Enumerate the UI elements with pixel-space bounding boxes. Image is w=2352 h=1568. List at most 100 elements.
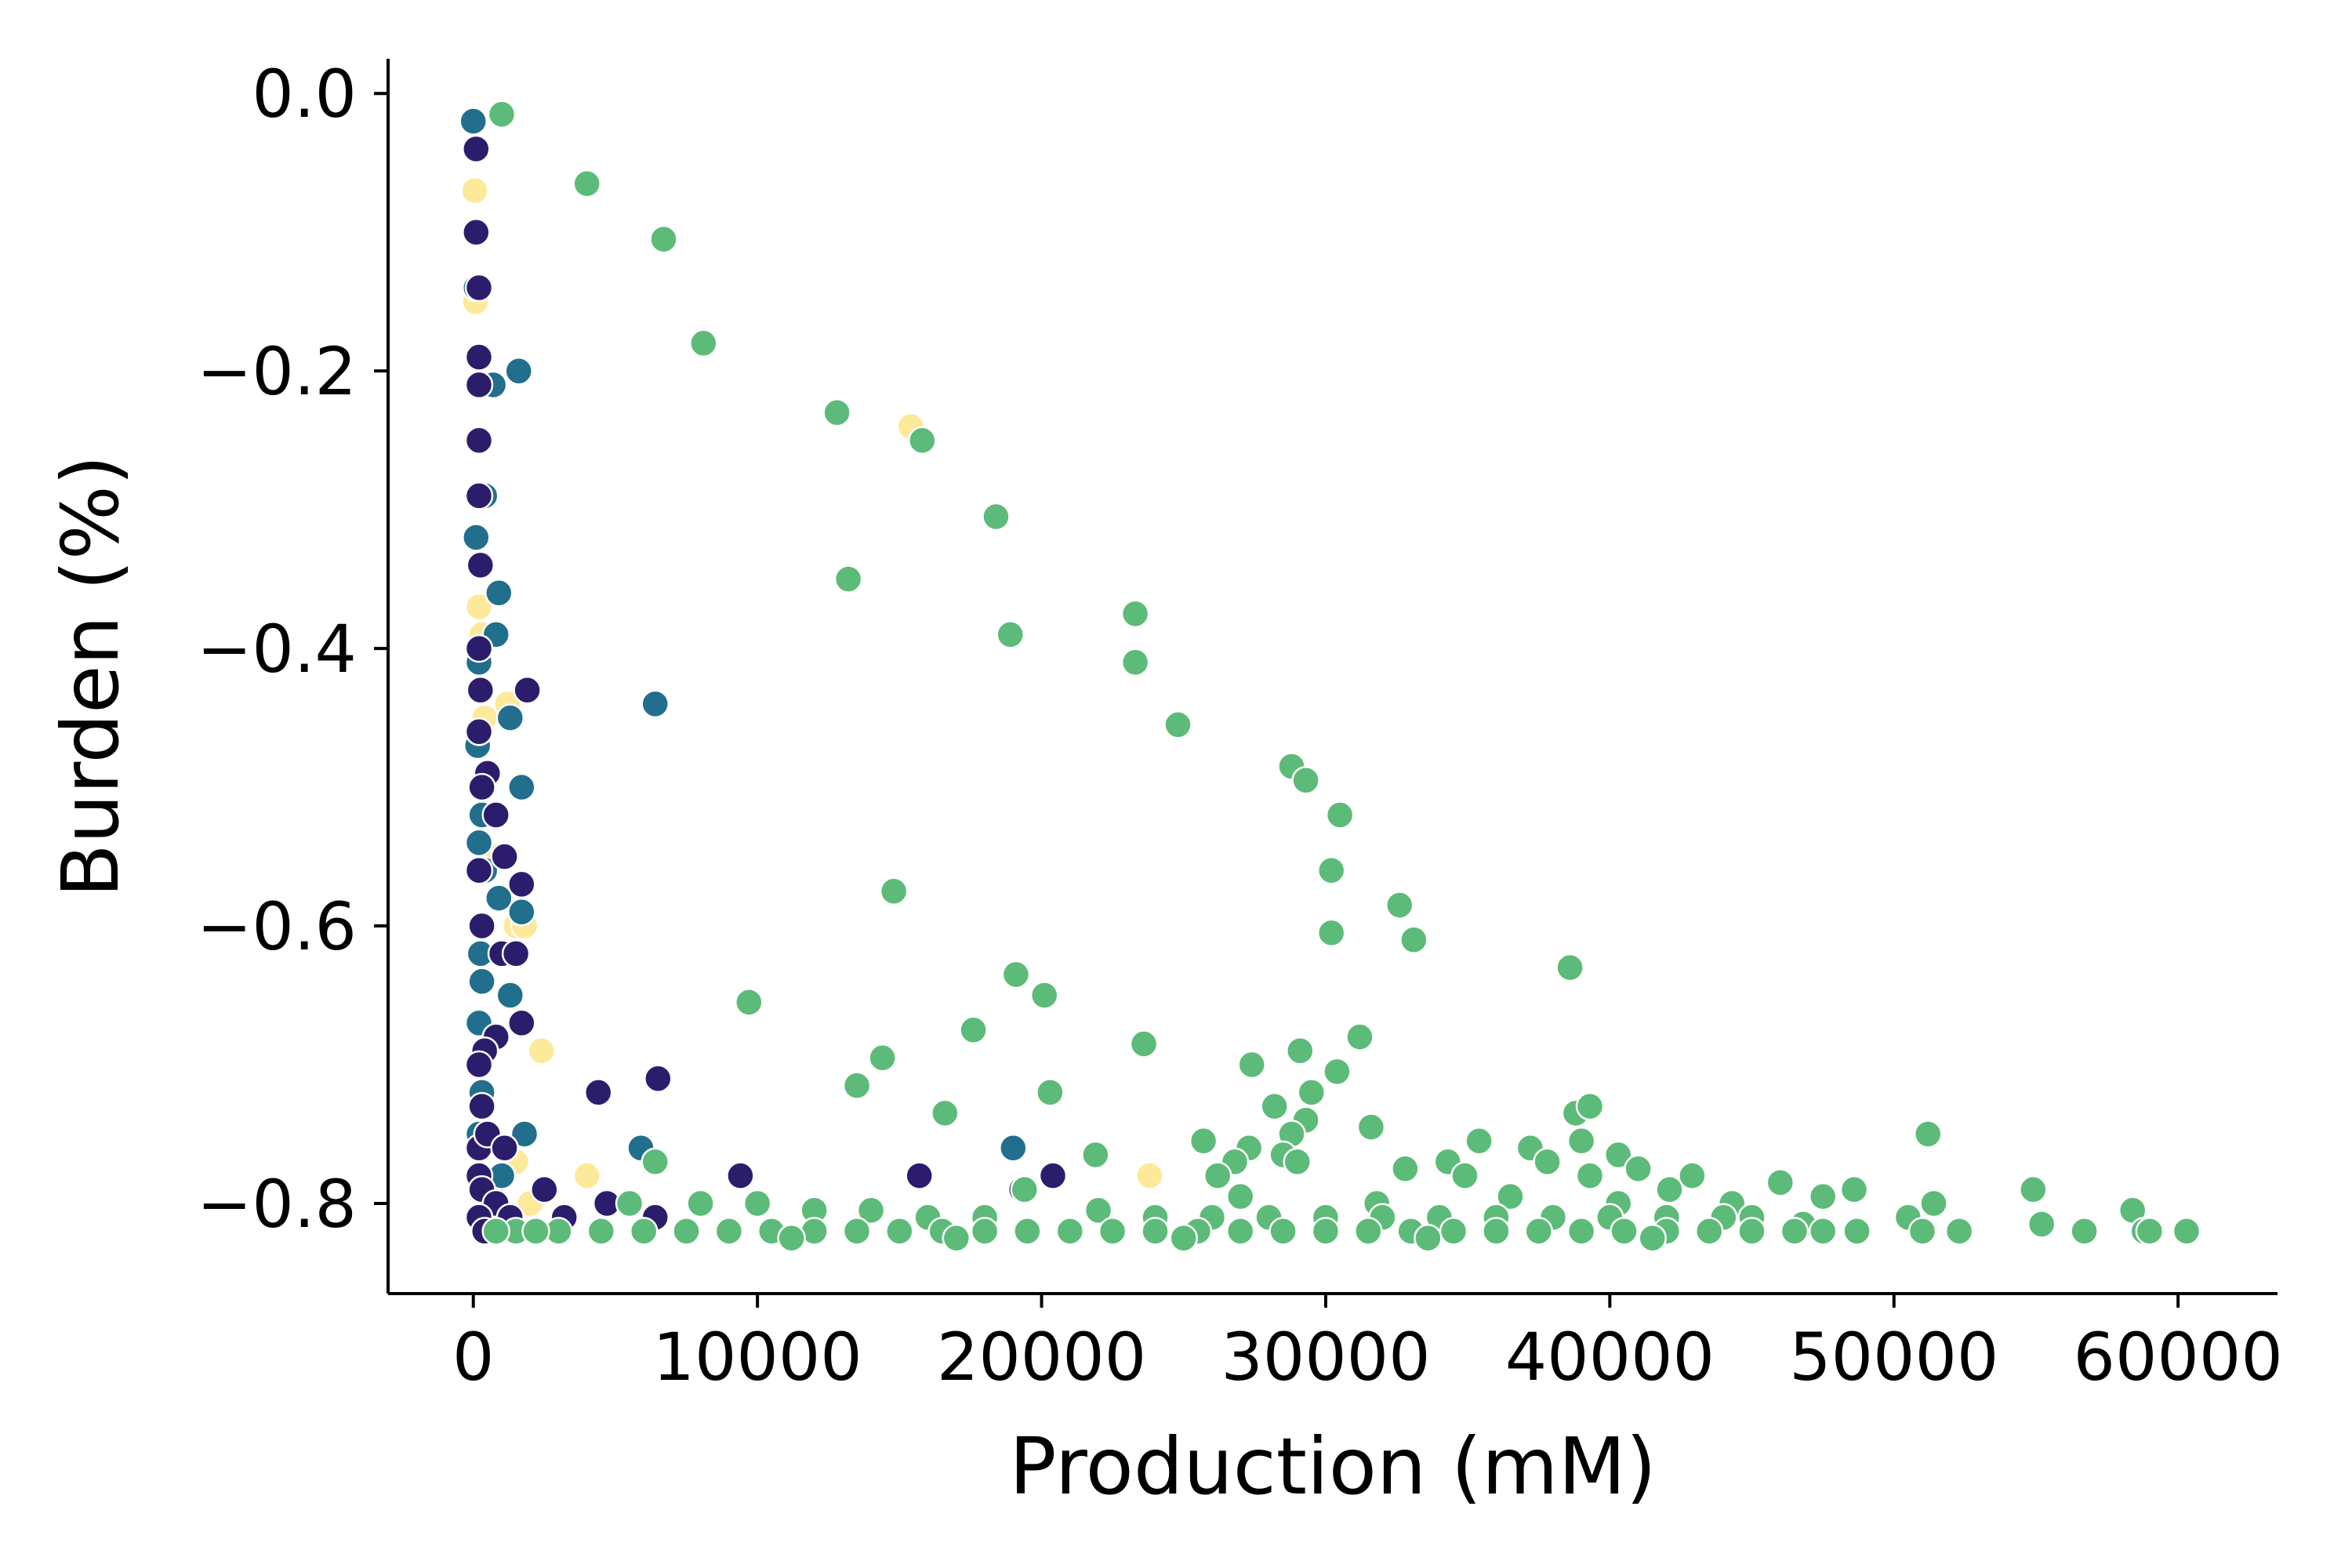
scatter-point: [1269, 1217, 1298, 1246]
scatter-point: [1038, 1161, 1068, 1190]
scatter-point: [462, 134, 491, 164]
y-tick-label: −0.4: [197, 611, 357, 688]
scatter-point: [1356, 1112, 1386, 1142]
scatter-point: [1524, 1217, 1553, 1246]
scatter-point: [1575, 1161, 1605, 1190]
scatter-point: [504, 356, 533, 386]
y-tick-label: 0.0: [252, 56, 357, 132]
scatter-point: [970, 1217, 1000, 1246]
scatter-point: [1163, 710, 1192, 739]
scatter-point: [464, 828, 494, 858]
scatter-point: [1283, 1147, 1312, 1177]
scatter-point: [464, 343, 494, 372]
scatter-point: [1311, 1217, 1341, 1246]
scatter-point: [1055, 1217, 1085, 1246]
scatter-point: [1399, 925, 1428, 954]
scatter-point: [464, 370, 494, 400]
scatter-point: [1189, 1127, 1218, 1156]
x-tick-label: 40000: [1505, 1319, 1715, 1396]
scatter-point: [1575, 1091, 1605, 1121]
scatter-point: [586, 1217, 616, 1246]
y-tick-label: −0.2: [197, 333, 357, 410]
scatter-point: [1225, 1181, 1255, 1211]
scatter-point: [1655, 1175, 1684, 1204]
scatter-point: [464, 1050, 494, 1080]
x-tick-label: 30000: [1221, 1319, 1430, 1396]
scatter-point: [885, 1217, 914, 1246]
scatter-point: [1325, 800, 1355, 829]
scatter-point: [982, 502, 1011, 532]
scatter-point: [513, 675, 542, 705]
scatter-point: [490, 1133, 519, 1163]
scatter-point: [2172, 1217, 2201, 1246]
scatter-point: [615, 1189, 644, 1218]
scatter-point: [507, 772, 536, 802]
scatter-point: [527, 1036, 556, 1065]
scatter-point: [495, 981, 525, 1010]
scatter-point: [464, 717, 494, 746]
scatter-point: [1808, 1217, 1838, 1246]
scatter-point: [1260, 1091, 1289, 1121]
scatter-point: [481, 1217, 510, 1246]
scatter-point: [507, 869, 536, 899]
scatter-point: [1291, 765, 1320, 795]
scatter-point: [742, 1189, 772, 1218]
scatter-point: [485, 884, 514, 913]
scatter-point: [1533, 1147, 1562, 1177]
scatter-point: [908, 426, 937, 455]
scatter-point: [777, 1223, 806, 1253]
scatter-point: [485, 579, 514, 608]
scatter-point: [1354, 1217, 1383, 1246]
scatter-point: [1414, 1223, 1443, 1253]
scatter-point: [507, 898, 536, 927]
scatter-point: [1439, 1217, 1468, 1246]
scatter-point: [467, 772, 496, 802]
scatter-point: [1842, 1217, 1871, 1246]
scatter-point: [462, 523, 491, 552]
scatter-point: [490, 842, 519, 871]
scatter-point: [1839, 1175, 1869, 1204]
scatter-point: [583, 1078, 613, 1107]
scatter-point: [942, 1223, 971, 1253]
scatter-point: [999, 1133, 1028, 1163]
axes-layer: [387, 59, 2278, 1295]
scatter-point: [467, 967, 496, 996]
scatter-point: [1141, 1217, 1170, 1246]
scatter-point: [1286, 1036, 1315, 1065]
scatter-point: [1098, 1217, 1127, 1246]
scatter-point: [464, 856, 494, 885]
scatter-point: [931, 1098, 960, 1128]
scatter-point: [714, 1217, 744, 1246]
scatter-point: [905, 1161, 934, 1190]
scatter-point: [726, 1161, 755, 1190]
scatter-point: [481, 800, 510, 829]
scatter-point: [1316, 856, 1346, 885]
scatter-point: [686, 1189, 715, 1218]
scatter-point: [735, 988, 764, 1017]
scatter-point: [868, 1043, 897, 1073]
scatter-point: [1391, 1154, 1420, 1183]
scatter-point: [510, 1120, 539, 1149]
scatter-point: [1496, 1181, 1525, 1211]
scatter-point: [1001, 960, 1031, 989]
scatter-point: [1237, 1050, 1266, 1080]
ticks-layer: 0 10000 20000 30000 40000 50000 60000 0.0 −0.2 −0…: [197, 56, 2283, 1396]
scatter-point: [495, 703, 525, 732]
scatter-point: [466, 675, 495, 705]
y-tick-label: −0.8: [197, 1166, 357, 1243]
scatter-point: [1638, 1223, 1667, 1253]
scatter-point: [460, 176, 489, 205]
scatter-point: [1566, 1127, 1596, 1156]
scatter-point: [822, 398, 851, 427]
scatter-point: [1913, 1120, 1943, 1149]
points-layer: [459, 100, 2201, 1253]
scatter-point: [1450, 1161, 1479, 1190]
scatter-point: [1624, 1154, 1653, 1183]
scatter-point: [641, 1147, 670, 1177]
scatter-point: [644, 1064, 673, 1093]
scatter-point: [1083, 1196, 1113, 1225]
x-tick-label: 60000: [2074, 1319, 2283, 1396]
scatter-point: [1919, 1189, 1948, 1218]
scatter-point: [1316, 918, 1346, 948]
scatter-point: [464, 273, 494, 303]
